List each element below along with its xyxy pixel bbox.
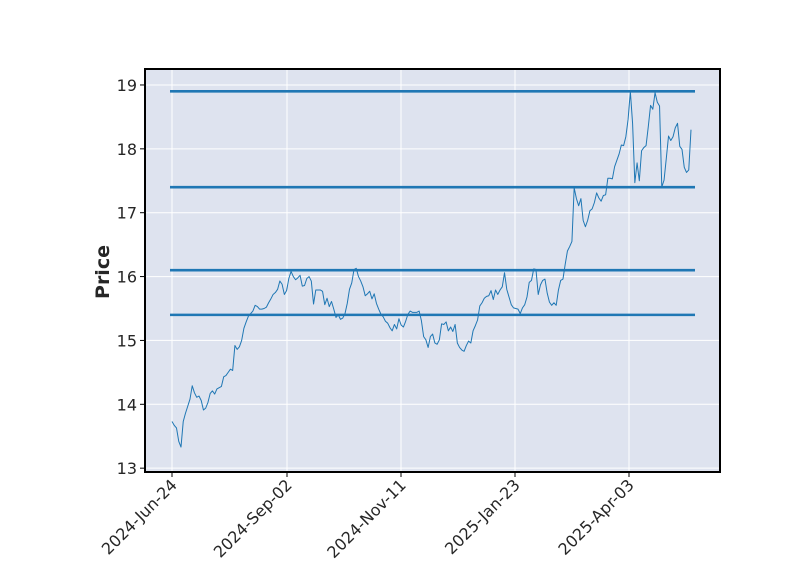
y-tick-label: 13 — [117, 459, 137, 478]
y-axis-label: Price — [92, 245, 114, 299]
x-tick-label: 2025-Apr-03 — [554, 475, 637, 558]
price-series-line — [171, 90, 692, 448]
y-tick-label: 17 — [117, 204, 137, 223]
x-tick-label: 2024-Sep-02 — [210, 475, 296, 561]
y-axis: 13 14 15 16 17 18 19 — [117, 76, 145, 478]
y-tick-label: 16 — [117, 268, 137, 287]
x-tick-label: 2025-Jan-23 — [441, 475, 524, 558]
y-tick-label: 15 — [117, 331, 137, 350]
plot-frame — [144, 68, 721, 473]
x-axis: 2024-Jun-24 2024-Sep-02 2024-Nov-11 2025-Ja… — [98, 472, 638, 562]
y-tick-label: 14 — [117, 395, 137, 414]
y-tick-label: 19 — [117, 76, 137, 95]
x-tick-label: 2024-Jun-24 — [98, 475, 181, 558]
y-tick-label: 18 — [117, 140, 137, 159]
horizontal-levels — [170, 90, 695, 317]
x-tick-label: 2024-Nov-11 — [323, 475, 410, 562]
